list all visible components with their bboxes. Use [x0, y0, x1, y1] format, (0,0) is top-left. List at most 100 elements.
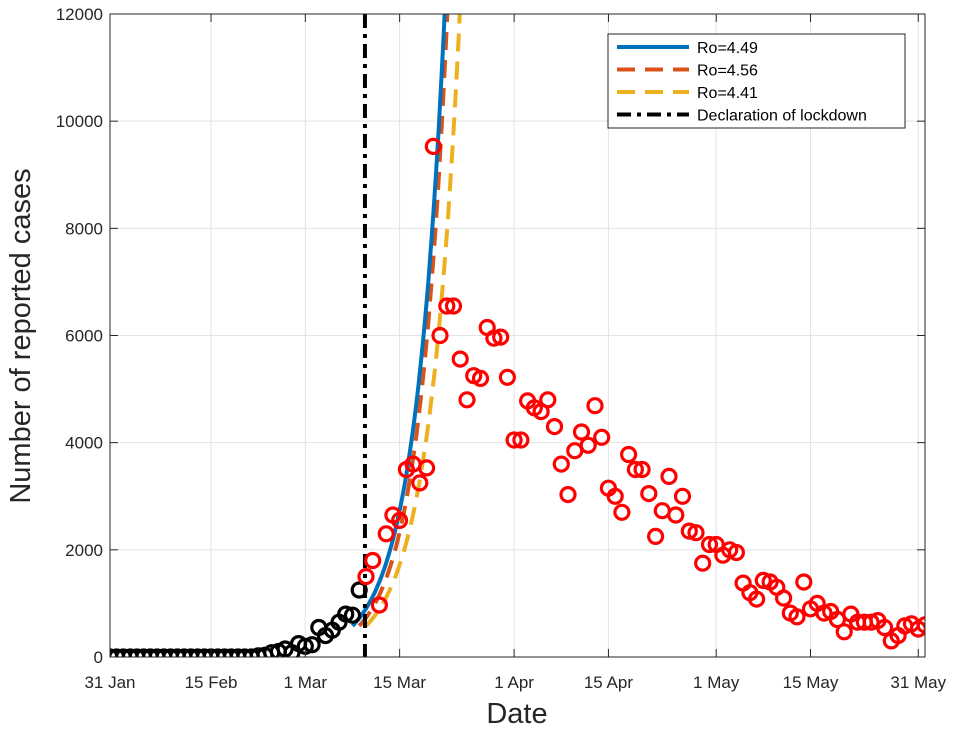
legend-label: Declaration of lockdown [697, 108, 867, 125]
pre-lockdown-point [175, 648, 193, 657]
post-lockdown-point [492, 328, 510, 346]
pre-lockdown-point [148, 648, 166, 657]
pre-lockdown-point [337, 605, 355, 623]
post-lockdown-point [754, 571, 772, 590]
pre-lockdown-point [128, 648, 146, 657]
post-lockdown-point [431, 326, 449, 345]
post-lockdown-point [377, 525, 395, 543]
post-lockdown-point [687, 524, 705, 542]
post-lockdown-point [606, 487, 624, 505]
post-lockdown-point [646, 527, 665, 546]
post-lockdown-point [667, 506, 685, 524]
model-curve-ro-4-56 [357, 14, 450, 628]
pre-lockdown-point [350, 581, 368, 599]
pre-lockdown-point [195, 648, 213, 657]
post-lockdown-point [694, 554, 712, 572]
legend-label: Ro=4.56 [697, 63, 758, 80]
post-lockdown-point [727, 543, 746, 562]
post-lockdown-point [680, 522, 698, 540]
y-tick-label: 6000 [65, 327, 103, 346]
post-lockdown-point [619, 445, 638, 464]
post-lockdown-point [539, 391, 557, 409]
post-lockdown-point [626, 460, 645, 479]
pre-lockdown-point [209, 648, 227, 657]
legend-label: Ro=4.49 [697, 40, 758, 57]
post-lockdown-point [572, 423, 591, 441]
model-curves [351, 14, 462, 628]
post-lockdown-point [774, 589, 793, 607]
post-lockdown-point [545, 418, 564, 436]
pre-lockdown-point [114, 648, 133, 657]
post-lockdown-point [613, 503, 631, 521]
post-lockdown-point [795, 573, 813, 591]
y-tick-label: 0 [94, 648, 103, 667]
x-tick-label: 15 May [783, 673, 839, 692]
x-tick-label: 15 Mar [373, 673, 426, 692]
post-lockdown-point [660, 467, 678, 485]
x-tick-label: 31 May [890, 673, 946, 692]
x-axis-label: Date [486, 698, 547, 730]
post-lockdown-point [747, 590, 766, 608]
post-lockdown-point [559, 486, 577, 504]
post-lockdown-point [411, 474, 429, 492]
post-lockdown-point [835, 623, 853, 641]
post-lockdown-point [512, 431, 530, 449]
post-lockdown-point [586, 397, 604, 415]
pre-lockdown-point [242, 648, 260, 657]
post-lockdown-point [633, 460, 651, 479]
y-tick-label: 2000 [65, 541, 103, 560]
post-lockdown-point [593, 428, 611, 446]
pre-lockdown-point [135, 648, 153, 657]
pre-lockdown-point [215, 648, 234, 657]
post-lockdown-point [364, 551, 382, 570]
pre-lockdown-point [222, 648, 240, 657]
pre-lockdown-point [189, 648, 207, 657]
x-tick-label: 1 May [693, 673, 740, 692]
post-lockdown-point [916, 616, 925, 634]
y-tick-label: 4000 [65, 434, 103, 453]
pre-lockdown-point [236, 648, 254, 657]
pre-lockdown-point [182, 648, 200, 657]
post-lockdown-point [391, 511, 409, 530]
x-tick-label: 31 Jan [84, 673, 135, 692]
post-lockdown-point [451, 350, 469, 368]
post-lockdown-point [424, 137, 442, 155]
post-lockdown-point [579, 436, 597, 454]
y-tick-label: 8000 [65, 219, 103, 238]
post-lockdown-point [357, 567, 375, 586]
x-tick-label: 15 Feb [185, 673, 238, 692]
pre-lockdown-point [343, 606, 362, 624]
post-lockdown-point [552, 455, 570, 473]
y-tick-label: 10000 [56, 112, 103, 131]
legend: Ro=4.49 Ro=4.56 Ro=4.41 Declaration of lock… [607, 33, 906, 129]
post-lockdown-point [875, 618, 894, 637]
pre-lockdown-point [168, 648, 186, 657]
post-lockdown-point [498, 368, 516, 386]
post-lockdown-point [505, 431, 523, 449]
x-tick-label: 15 Apr [584, 673, 633, 692]
pre-lockdown-point [162, 648, 180, 657]
pre-lockdown-point [141, 648, 159, 657]
pre-lockdown-point [121, 648, 139, 657]
pre-lockdown-point [303, 636, 321, 654]
y-tick-label: 12000 [56, 5, 103, 24]
x-tick-label: 1 Apr [494, 673, 534, 692]
pre-lockdown-point [110, 648, 126, 657]
legend-label: Ro=4.41 [697, 85, 758, 102]
post-lockdown-point [485, 329, 503, 347]
post-lockdown-point [640, 485, 658, 503]
post-lockdown-point [438, 297, 456, 315]
model-curve-ro-4-49 [351, 14, 447, 628]
post-lockdown-point [444, 297, 463, 315]
post-lockdown-point [370, 596, 388, 614]
post-lockdown-point [788, 608, 806, 626]
post-lockdown-point [815, 604, 833, 622]
legend-box [607, 33, 906, 129]
pre-lockdown-point [155, 648, 173, 657]
axis-ticks: 31 Jan 15 Feb 1 Mar 15 Mar 1 Apr 15 Apr 1 May 1… [56, 5, 947, 692]
y-axis-label: Number of reported cases [5, 168, 37, 503]
data-points [110, 137, 925, 657]
post-lockdown-point [673, 487, 692, 505]
pre-lockdown-point [229, 648, 247, 657]
